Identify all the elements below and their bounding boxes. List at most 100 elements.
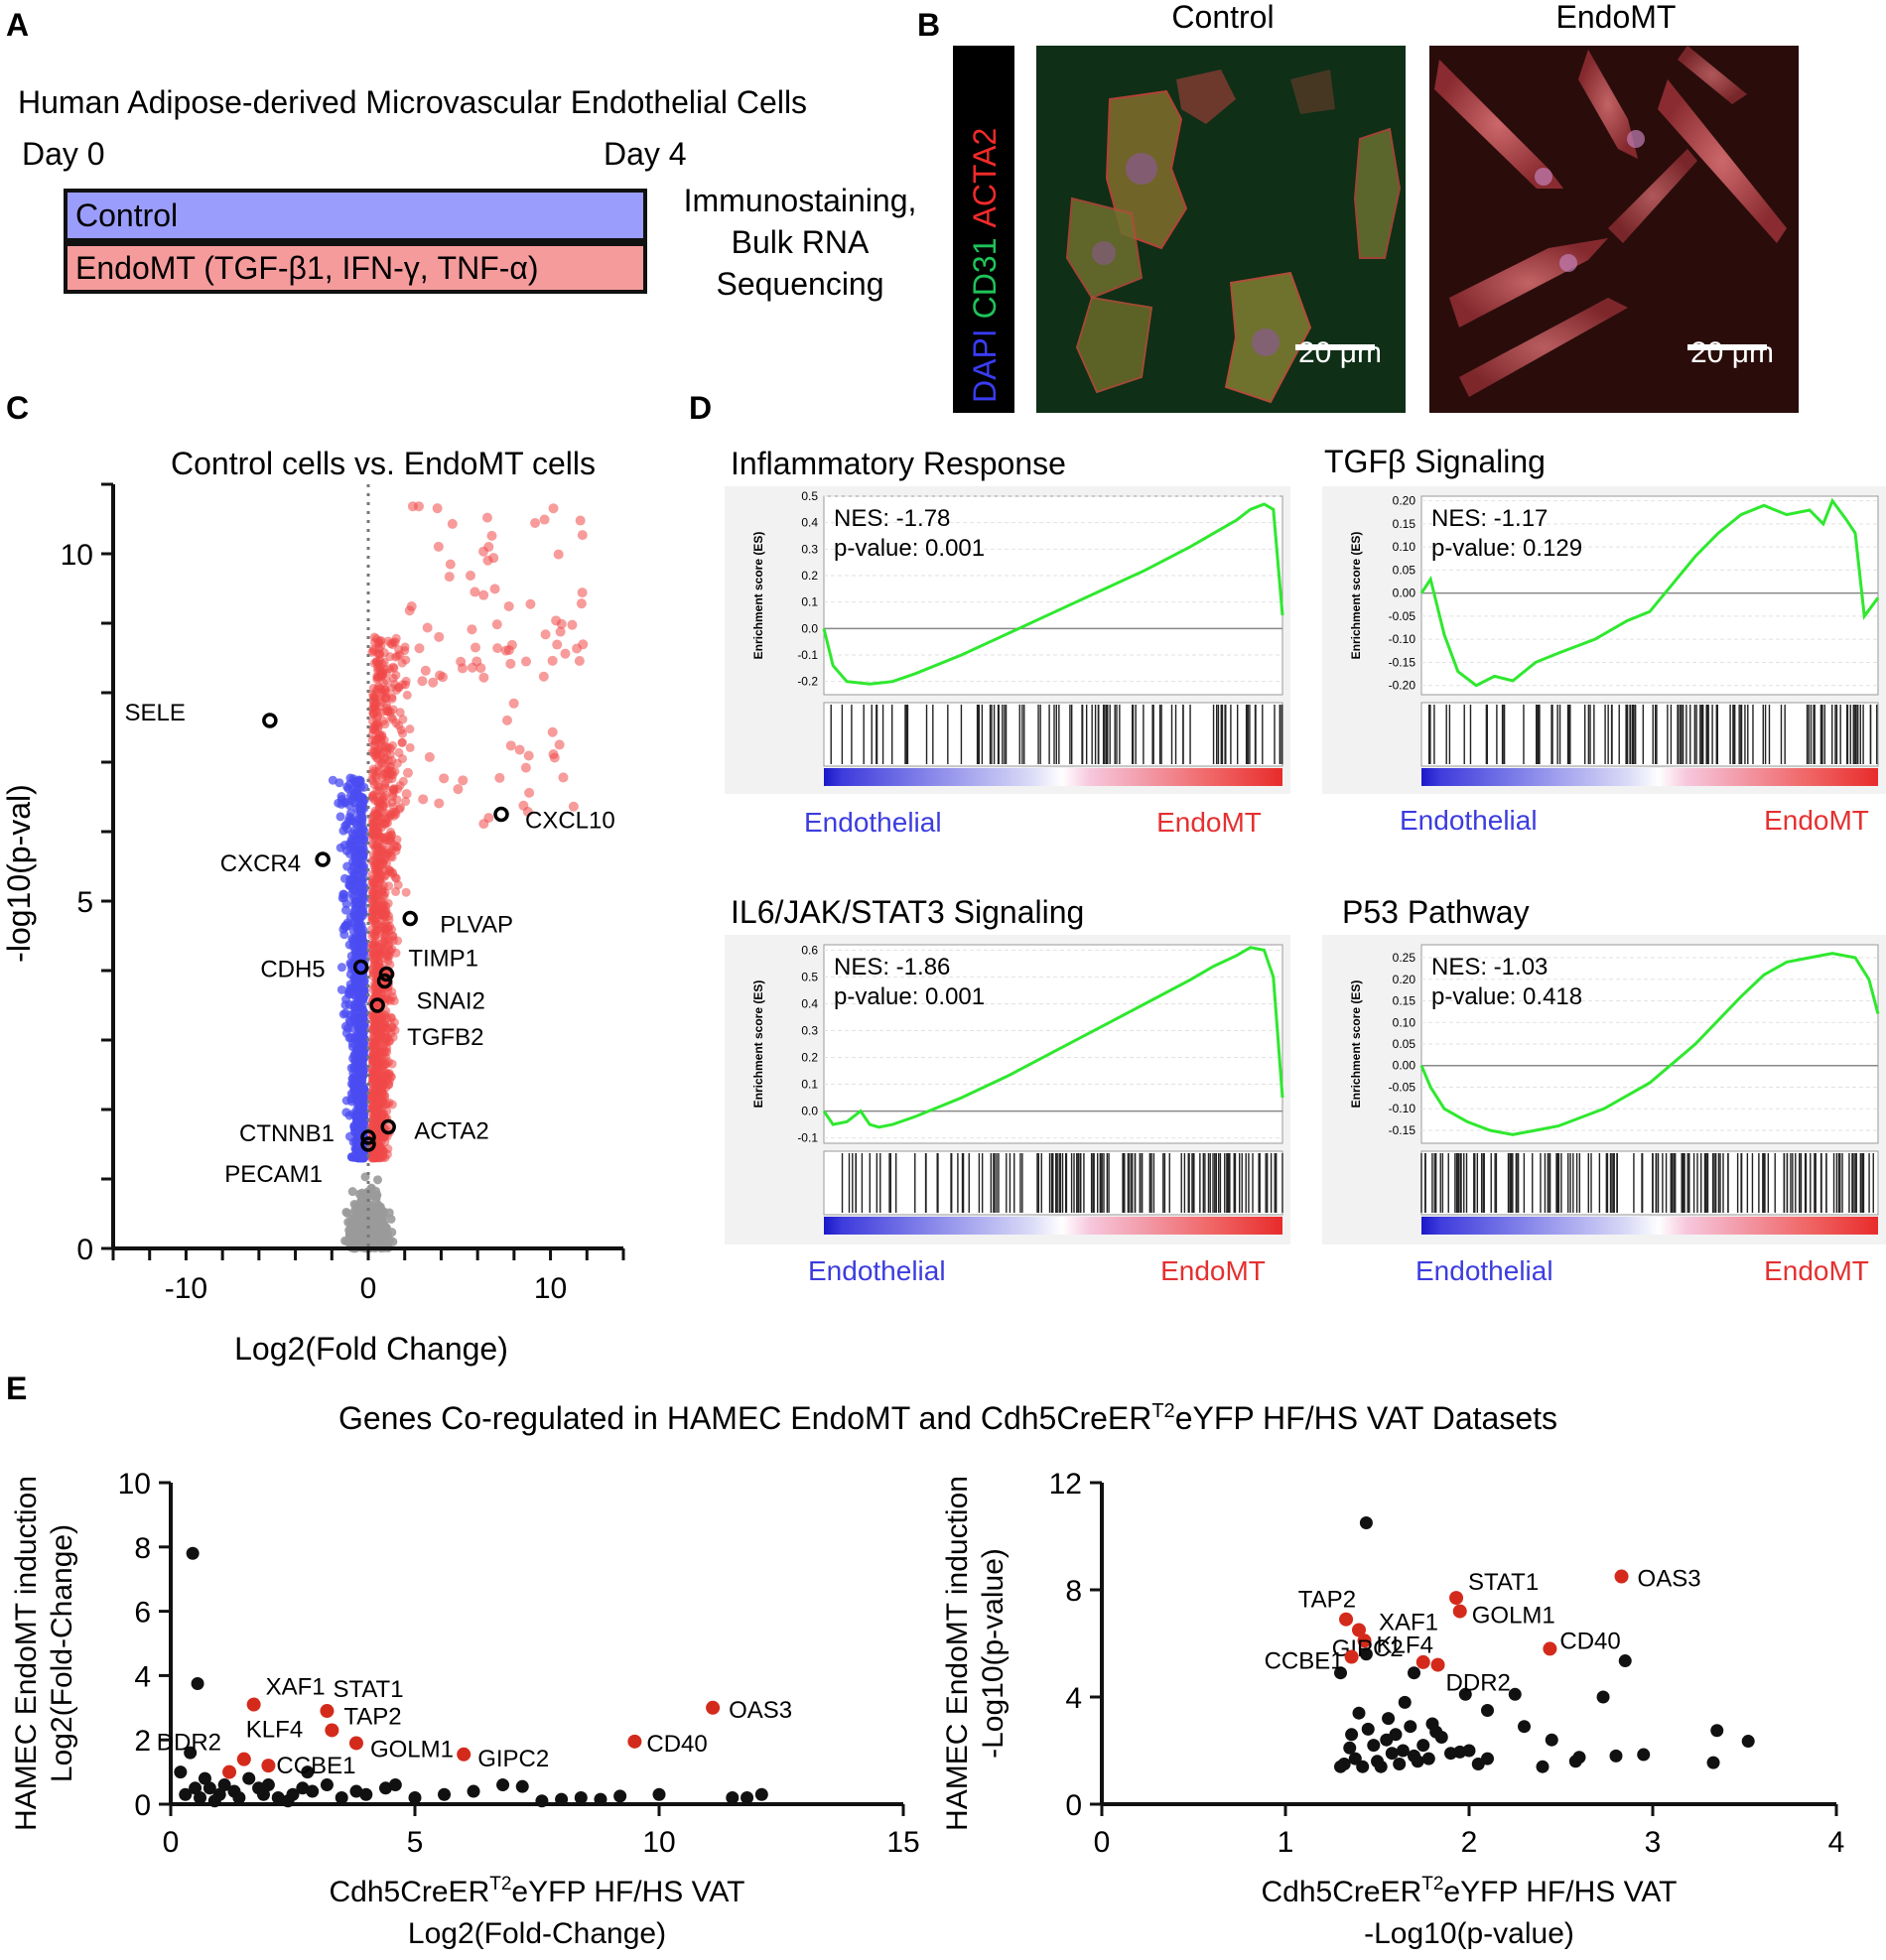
scatter-highlight-gipc2: [1415, 1654, 1430, 1669]
scatter-point: [217, 1778, 231, 1792]
volcano-point-ns: [350, 1217, 360, 1227]
volcano-point-up: [392, 835, 402, 845]
scatter-point: [1706, 1756, 1720, 1769]
scatter-highlight-klf4: [1357, 1633, 1372, 1648]
volcano-point-up: [368, 724, 378, 734]
gsea-nes: NES: -1.03: [1431, 954, 1548, 980]
gsea-y-tick-label: -0.2: [797, 675, 818, 689]
volcano-xlabel: Log2(Fold Change): [234, 1331, 508, 1367]
control-condition-bar: [64, 189, 647, 242]
volcano-point-up: [413, 501, 424, 512]
scatter-point: [1404, 1720, 1417, 1734]
scatter-point: [1596, 1690, 1610, 1704]
scatter-x-tick-label: 0: [163, 1826, 180, 1859]
volcano-point-down: [349, 817, 359, 827]
volcano-point-up: [439, 773, 450, 784]
scatter-gene-label-golm1: GOLM1: [370, 1736, 454, 1763]
volcano-point-up: [391, 670, 401, 680]
scatter-point: [496, 1778, 510, 1792]
volcano-point-up: [367, 1072, 377, 1082]
panel-d: D Inflammatory Response 0.5 0.4 0.3 0.2 0.1 0.…: [689, 390, 1886, 1286]
volcano-point-down: [344, 1111, 354, 1120]
volcano-title: Control cells vs. EndoMT cells: [171, 446, 596, 481]
volcano-point-up: [373, 682, 383, 692]
volcano-point-down: [337, 963, 346, 973]
volcano-point-up: [379, 865, 389, 875]
gsea-ylabel: Enrichment score (ES): [751, 532, 765, 660]
gsea-hit-area: [823, 702, 1283, 767]
volcano-point-up: [445, 559, 456, 570]
volcano-point-up: [405, 742, 415, 752]
scatter-gene-label-gipc2: GIPC2: [1332, 1635, 1404, 1662]
micrograph-control: 20 μm: [1036, 46, 1406, 413]
volcano-point-up: [375, 665, 385, 675]
volcano-point-up: [395, 650, 405, 660]
stain-acta2: ACTA2: [967, 128, 1003, 228]
scatter-xlabel-dataset: Cdh5CreERT2eYFP HF/HS VAT: [330, 1874, 745, 1908]
scatter-xlabel-post: eYFP HF/HS VAT: [511, 1876, 744, 1908]
gsea-y-tick-label: 0.3: [801, 1023, 818, 1037]
volcano-point-up: [434, 631, 445, 642]
volcano-point-up: [501, 715, 512, 725]
scatter-y-tick-label: 4: [1065, 1682, 1082, 1715]
volcano-point-down: [359, 1111, 369, 1120]
volcano-point-down: [352, 1145, 362, 1155]
volcano-point-up: [400, 680, 410, 690]
volcano-point-ns: [343, 1218, 353, 1228]
volcano-point-up: [556, 618, 567, 629]
scatter-highlight-gipc2: [457, 1747, 472, 1762]
gsea-title: Inflammatory Response: [731, 446, 1066, 481]
gsea-pvalue: p-value: 0.418: [1431, 983, 1582, 1010]
volcano-point-down: [352, 786, 362, 796]
gsea-endothelial-label: Endothelial: [1415, 1255, 1553, 1286]
scatter-point: [1462, 1744, 1476, 1758]
volcano-point-up: [432, 503, 443, 514]
volcano-point-up: [368, 916, 378, 926]
scatter-point: [301, 1765, 315, 1779]
volcano-point-up: [374, 702, 384, 712]
scatter-highlight-cd40: [1543, 1641, 1557, 1656]
volcano-point-up: [483, 542, 494, 553]
volcano-point-ns: [373, 1175, 383, 1185]
panel-e-title-sup: T2: [1151, 1400, 1174, 1422]
volcano-point-up: [500, 645, 511, 656]
gsea-hits: [1420, 1153, 1874, 1213]
volcano-point-up: [380, 925, 390, 935]
volcano-x-tick-label: -10: [165, 1272, 207, 1305]
gsea-y-tick-label: 0.20: [1393, 973, 1416, 986]
volcano-point-down: [358, 892, 368, 902]
volcano-gene-label-cxcr4: CXCR4: [220, 850, 301, 877]
gsea-plot-4: P53 Pathway 0.25 0.20 0.15 0.10 0.05 0.00 -0.05…: [1322, 894, 1886, 1286]
volcano-point-up: [530, 517, 541, 528]
panel-letter-e: E: [6, 1371, 27, 1406]
volcano-gene-label-tgfb2: TGFB2: [407, 1024, 483, 1051]
gsea-y-tick-label: 0.0: [801, 1105, 818, 1118]
gsea-pvalue: p-value: 0.001: [834, 983, 985, 1010]
scatter-point: [1385, 1747, 1399, 1761]
col-label-endomt: EndoMT: [1556, 0, 1677, 35]
volcano-point-down: [357, 814, 367, 824]
volcano-point-up: [386, 851, 396, 861]
gsea-es-curve: [1419, 952, 1880, 1136]
volcano-point-ns: [374, 1231, 384, 1241]
scatter-x-tick-label: 1: [1278, 1826, 1294, 1859]
scatter-highlight-xaf1: [246, 1697, 261, 1712]
volcano-point-down: [350, 1033, 360, 1043]
scatter-gene-label-ddr2: DDR2: [157, 1730, 221, 1757]
volcano-point-up: [574, 656, 585, 667]
volcano-gene-label-pecam1: PECAM1: [224, 1161, 323, 1188]
volcano-gene-marker-snai2: [376, 973, 393, 989]
gsea-nes: NES: -1.78: [834, 505, 950, 532]
volcano-point-down: [340, 905, 350, 915]
gsea-y-tick-label: 0.0: [801, 621, 818, 635]
scatter-gene-label-oas3: OAS3: [1638, 1566, 1701, 1593]
volcano-point-up: [575, 515, 586, 526]
scatter-xlabel-post: eYFP HF/HS VAT: [1443, 1876, 1677, 1908]
scatter-highlight-oas3: [706, 1700, 721, 1715]
volcano-point-up: [395, 708, 405, 718]
scatter-point: [186, 1546, 200, 1560]
scatter-point: [198, 1771, 211, 1785]
scale-bar-label-endomt: 20 μm: [1690, 336, 1774, 369]
volcano-point-up: [378, 937, 388, 947]
gsea-ylabel: Enrichment score (ES): [1349, 980, 1363, 1109]
